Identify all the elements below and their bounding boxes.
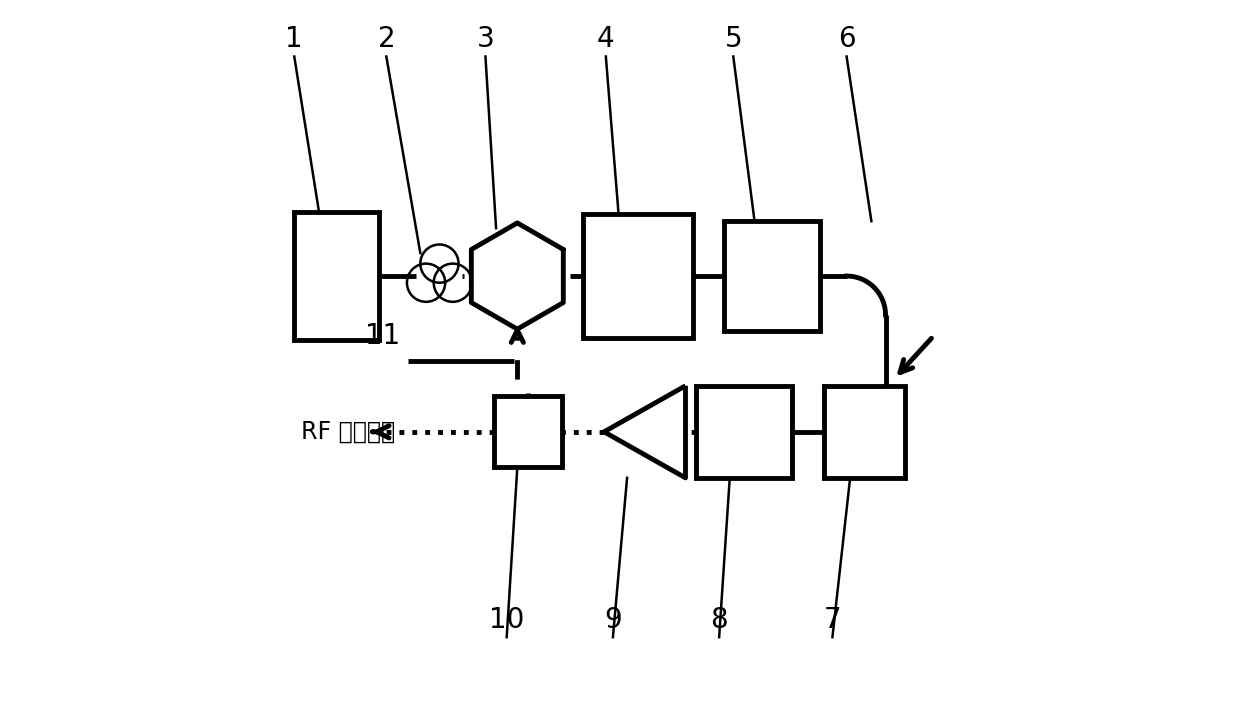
Bar bbox=[495, 396, 562, 467]
Text: 4: 4 bbox=[596, 25, 615, 53]
Bar bbox=[696, 386, 791, 478]
Bar bbox=[724, 221, 820, 331]
Bar bbox=[583, 214, 693, 338]
Text: 7: 7 bbox=[823, 606, 841, 634]
Text: 10: 10 bbox=[489, 606, 525, 634]
Text: 11: 11 bbox=[365, 323, 401, 350]
Text: 1: 1 bbox=[285, 25, 303, 53]
Text: 2: 2 bbox=[377, 25, 396, 53]
Text: 3: 3 bbox=[476, 25, 495, 53]
Text: 8: 8 bbox=[711, 606, 728, 634]
Bar bbox=[294, 212, 379, 340]
Text: RF 信号输出: RF 信号输出 bbox=[301, 419, 396, 444]
Text: 6: 6 bbox=[838, 25, 856, 53]
Text: 5: 5 bbox=[724, 25, 742, 53]
Bar bbox=[823, 386, 905, 478]
Text: 9: 9 bbox=[604, 606, 621, 634]
